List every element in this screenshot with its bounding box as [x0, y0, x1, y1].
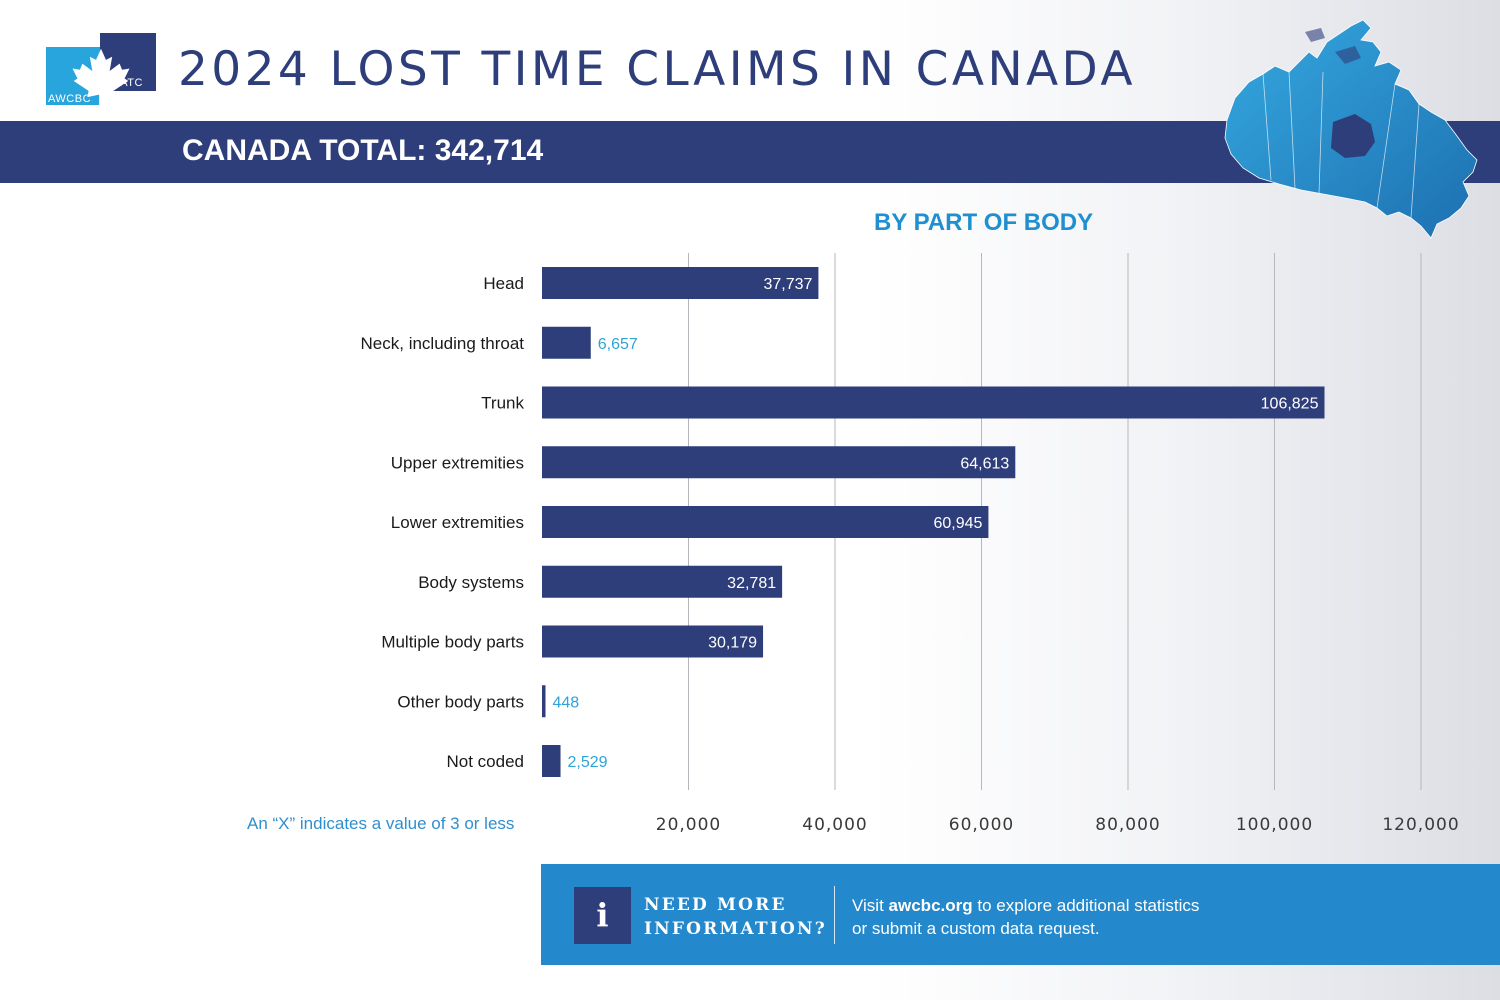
data-label: 6,657: [598, 336, 638, 353]
x-tick-label: 100,000: [1236, 815, 1313, 835]
page-title: 2024 LOST TIME CLAIMS IN CANADA: [178, 42, 1136, 97]
category-label: Trunk: [481, 394, 524, 413]
x-tick-label: 120,000: [1382, 815, 1459, 835]
info-text: Visit awcbc.org to explore additional st…: [852, 894, 1272, 940]
x-tick-label: 20,000: [656, 815, 721, 835]
logo-text-awcbc: AWCBC: [48, 93, 92, 105]
bar: [542, 506, 989, 538]
info-text-suffix: to explore additional statistics: [972, 896, 1200, 915]
bar-chart: 20,000 40,000 60,000 80,000 100,000 120,000 He…: [361, 253, 1459, 835]
info-text-line2: or submit a custom data request.: [852, 919, 1100, 938]
logo-text-acatc: ACATC: [104, 77, 143, 89]
category-label: Lower extremities: [391, 513, 524, 532]
category-label: Upper extremities: [391, 453, 524, 472]
info-box: i NEED MORE INFORMATION? Visit awcbc.org…: [541, 864, 1500, 965]
data-label: 37,737: [763, 276, 812, 293]
category-label: Multiple body parts: [381, 633, 524, 652]
x-tick-label: 40,000: [802, 815, 867, 835]
info-text-prefix: Visit: [852, 896, 889, 915]
data-label: 106,825: [1261, 396, 1319, 413]
info-divider: [834, 886, 835, 944]
data-label: 64,613: [960, 455, 1009, 472]
data-label: 60,945: [933, 515, 982, 532]
awcbc-logo: AWCBC ACATC: [46, 33, 156, 106]
bar: [542, 326, 591, 359]
x-tick-label: 60,000: [949, 815, 1014, 835]
data-label: 30,179: [708, 635, 757, 652]
info-heading: NEED MORE INFORMATION?: [644, 893, 834, 941]
awcbc-link[interactable]: awcbc.org: [888, 896, 973, 915]
bar: [542, 386, 1325, 419]
info-heading-line1: NEED MORE: [644, 895, 787, 915]
category-label: Other body parts: [397, 692, 524, 711]
bar: [542, 446, 1016, 479]
bar: [542, 565, 783, 598]
data-label: 448: [553, 694, 580, 711]
bar: [542, 685, 546, 718]
maple-leaf-icon: [72, 48, 130, 106]
data-label: 32,781: [727, 575, 776, 592]
category-label: Body systems: [418, 573, 524, 592]
chart-title: BY PART OF BODY: [874, 209, 1094, 236]
info-heading-line2: INFORMATION?: [644, 919, 827, 939]
x-tick-label: 80,000: [1095, 815, 1160, 835]
category-label: Neck, including throat: [361, 334, 525, 353]
data-label: 2,529: [568, 754, 608, 771]
footnote: An “X” indicates a value of 3 or less: [247, 814, 515, 833]
canada-map-icon: [1224, 19, 1478, 239]
bar: [542, 625, 764, 658]
bar: [542, 267, 819, 299]
bar: [542, 745, 561, 777]
category-label: Not coded: [447, 752, 525, 771]
info-icon: i: [574, 887, 631, 944]
canada-total: CANADA TOTAL: 342,714: [182, 134, 544, 167]
category-label: Head: [483, 274, 524, 293]
